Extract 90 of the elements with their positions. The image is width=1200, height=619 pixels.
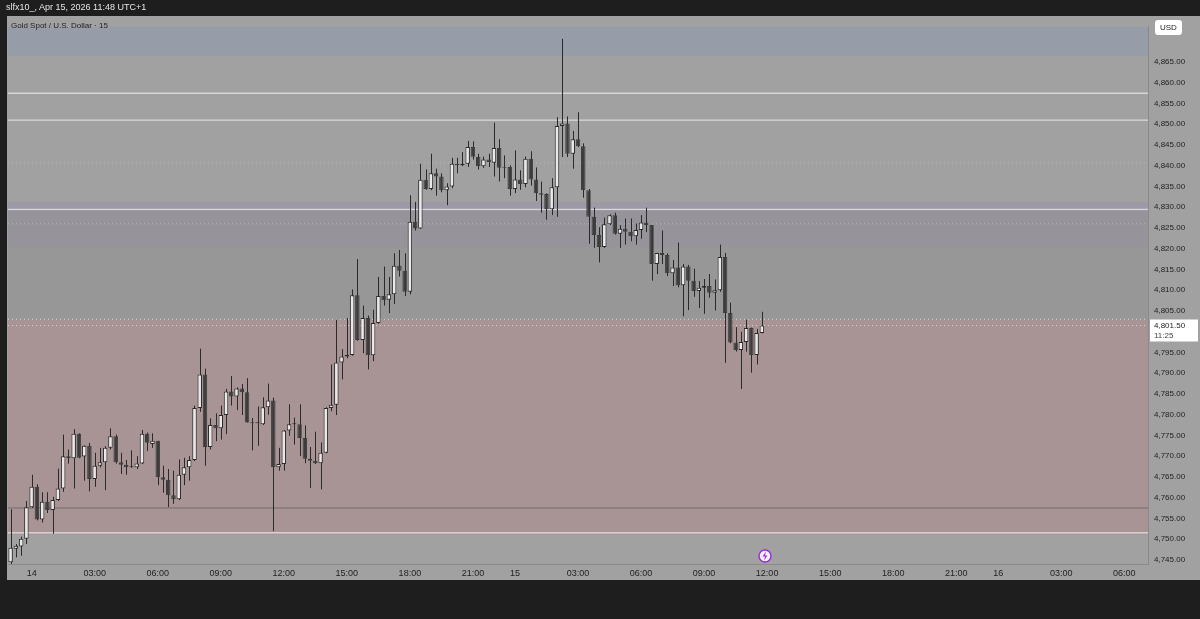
y-axis-title: USD [1155,20,1182,35]
candlestick [71,428,76,489]
x-tick-label: 06:00 [146,567,169,578]
candlestick [171,470,176,505]
candlestick [439,172,444,193]
y-tick-label: 4,830.00 [1154,202,1186,212]
candlestick [397,249,402,278]
candlestick [381,266,386,307]
candlestick [276,447,281,472]
y-tick-label: 4,845.00 [1154,140,1186,150]
candlestick [623,217,628,246]
y-tick-label: 4,785.00 [1154,389,1186,399]
candlestick [712,278,717,312]
x-tick-label: 03:00 [83,567,106,578]
x-tick-label: 15:00 [818,567,842,578]
x-tick-label: 09:00 [209,567,233,578]
y-tick-label: 4,760.00 [1154,492,1186,502]
y-tick-label: 4,790.00 [1154,368,1186,378]
x-tick-label: 21:00 [944,567,968,578]
y-tick-label: 4,855.00 [1154,98,1186,108]
candlestick [92,452,97,488]
ref-line-label: 4,801.50 [1154,320,1186,330]
candlestick [707,273,712,299]
y-tick-label: 4,820.00 [1154,243,1186,253]
y-tick-label: 4,865.00 [1154,57,1186,67]
candlestick [523,156,528,188]
candlestick [507,164,512,197]
candlestick [433,168,439,197]
candlestick [318,441,323,490]
y-tick-label: 4,745.00 [1154,555,1186,565]
candlestick [665,252,670,277]
x-tick-label: 18:00 [881,567,905,578]
x-tick-label: 06:00 [629,567,653,578]
x-tick-label: 12:00 [272,567,296,578]
x-tick-label: 09:00 [692,567,716,578]
candlestick [108,427,113,451]
candlestick [213,412,218,442]
candlestick [517,169,523,191]
candlestick [691,268,696,298]
y-tick-label: 4,770.00 [1154,451,1186,461]
candlestick [402,252,407,297]
candlestick [360,305,365,354]
candlestick [160,465,166,494]
x-tick-label: 18:00 [398,567,422,578]
x-tick-label: 06:00 [1113,567,1136,578]
candlestick [234,386,239,411]
candlestick [628,217,633,242]
candlestick [97,447,103,468]
y-tick-label: 4,795.00 [1154,347,1186,357]
y-tick-label: 4,860.00 [1154,78,1186,87]
candlestick [118,452,124,475]
x-tick-label: 15 [509,567,520,578]
y-tick-label: 4,840.00 [1154,160,1186,170]
candlestick [602,217,607,249]
y-tick-label: 4,815.00 [1154,264,1186,274]
y-tick-label: 4,805.00 [1154,306,1186,316]
y-tick-label: 4,810.00 [1154,285,1186,295]
candlestick [45,491,50,514]
y-tick-label: 4,850.00 [1154,119,1186,129]
candlestick [465,140,470,168]
y-tick-label: 4,775.00 [1154,430,1186,440]
y-tick-label: 4,765.00 [1154,472,1186,482]
candlestick [544,192,549,221]
y-tick-label: 4,755.00 [1154,513,1186,523]
x-tick-label: 12:00 [755,567,779,578]
chart-title: Gold Spot / U.S. Dollar · 15 [11,21,108,30]
candlestick [297,403,302,457]
candlestick [733,326,738,353]
y-tick-label: 4,825.00 [1154,223,1186,233]
candlestick [423,169,428,191]
candlestick [686,264,691,311]
candlestick [339,348,344,380]
y-tick-label: 4,780.00 [1154,409,1186,419]
x-tick-label: 03:00 [1050,567,1073,578]
candlestick [229,375,234,407]
x-tick-label: 03:00 [566,567,590,578]
candlestick [754,328,759,365]
x-tick-label: 16 [993,567,1004,578]
x-tick-label: 14 [26,567,37,578]
text: 11:25 [1154,330,1174,340]
chart-subtitle: slfx10_, Apr 15, 2026 11:48 UTC+1 [6,2,147,12]
x-tick-label: 21:00 [461,567,485,578]
x-tick-label: 15:00 [335,567,359,578]
candlestick [670,259,675,287]
candlestick [386,276,392,314]
candlestick [29,474,34,509]
y-tick-label: 4,835.00 [1154,181,1186,191]
y-tick-label: 4,750.00 [1154,534,1186,544]
candlestick [181,457,187,486]
candlestick [528,150,533,187]
